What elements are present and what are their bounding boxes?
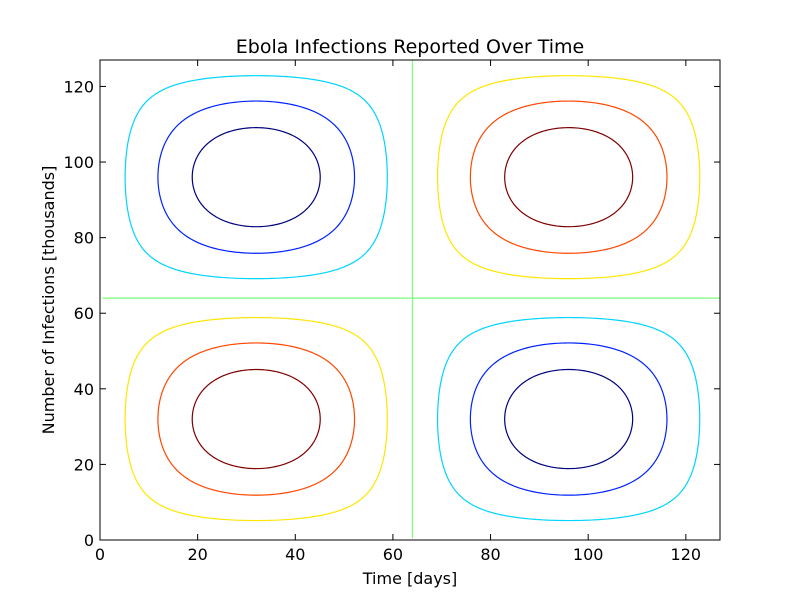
x-tick-label: 80	[480, 545, 500, 564]
y-tick-label: 20	[74, 455, 94, 474]
x-tick-label: 60	[383, 545, 403, 564]
contour-level-line	[124, 75, 701, 522]
x-tick-label: 20	[187, 545, 207, 564]
x-tick-label: 0	[95, 545, 105, 564]
contour-level-line	[102, 59, 721, 539]
axis-ticks: 0 20 40 60 80 100 120 0 20 40 60 80 100 120	[63, 60, 720, 564]
x-axis-title: Time [days]	[362, 569, 458, 588]
contour-level-line	[157, 100, 668, 496]
contour-level-line	[191, 127, 634, 470]
chart-title: Ebola Infections Reported Over Time	[236, 36, 584, 58]
y-tick-label: 60	[74, 304, 94, 323]
x-tick-label: 40	[285, 545, 305, 564]
x-tick-label: 100	[573, 545, 604, 564]
y-tick-label: 40	[74, 380, 94, 399]
x-tick-label: 120	[671, 545, 702, 564]
y-tick-label: 0	[84, 531, 94, 550]
plot-area-frame	[99, 59, 721, 541]
y-axis-title: Number of Infections [thousands]	[39, 166, 58, 435]
contour-level-line	[124, 75, 701, 522]
contour-lines	[102, 59, 721, 539]
contour-level-line	[191, 127, 634, 470]
y-tick-label: 80	[74, 229, 94, 248]
y-tick-label: 100	[63, 153, 94, 172]
y-tick-label: 120	[63, 77, 94, 96]
contour-level-line	[157, 100, 668, 496]
